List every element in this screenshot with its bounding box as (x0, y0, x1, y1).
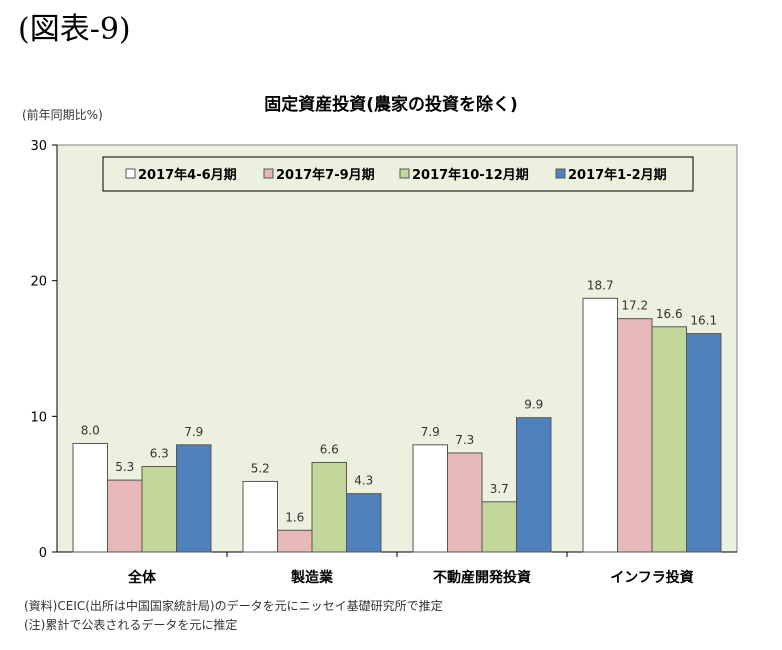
data-label: 5.3 (115, 460, 134, 474)
bar (412, 444, 448, 553)
bar (447, 452, 483, 553)
data-label: 6.3 (150, 447, 169, 461)
legend-swatch (399, 168, 410, 179)
data-label: 7.3 (455, 433, 474, 447)
chart-title: 固定資産投資(農家の投資を除く) (264, 95, 518, 115)
legend-swatch (263, 168, 274, 179)
data-label: 6.6 (320, 442, 339, 456)
legend-swatch (125, 168, 136, 179)
bar (582, 297, 618, 553)
bar (516, 417, 552, 553)
y-tick-label: 30 (30, 139, 47, 154)
bar (617, 318, 653, 553)
legend-box (102, 156, 694, 192)
bar (242, 480, 278, 553)
y-tick-label: 10 (30, 410, 47, 425)
data-label: 16.1 (690, 314, 717, 328)
data-label: 7.9 (421, 425, 440, 439)
data-label: 18.7 (587, 278, 614, 292)
category-label: インフラ投資 (610, 569, 694, 586)
bar (346, 493, 382, 553)
legend-label: 2017年4-6月期 (138, 167, 237, 183)
bar (176, 444, 212, 553)
chart-notes: (資料)CEIC(出所は中国国家統計局)のデータを元にニッセイ基礎研究所で推定 … (24, 597, 443, 635)
category-label: 製造業 (290, 569, 334, 586)
bar (72, 442, 108, 553)
bar (277, 529, 313, 553)
y-tick-label: 20 (30, 275, 47, 290)
data-label: 5.2 (251, 461, 270, 475)
bar (141, 466, 177, 553)
data-label: 8.0 (81, 423, 100, 437)
legend-label: 2017年10-12月期 (412, 167, 529, 183)
bar (311, 461, 347, 553)
y-axis-unit-label: (前年同期比%) (22, 108, 103, 122)
data-label: 17.2 (621, 299, 648, 313)
data-label: 9.9 (524, 398, 543, 412)
source-note: (資料)CEIC(出所は中国国家統計局)のデータを元にニッセイ基礎研究所で推定 (24, 599, 443, 613)
data-label: 16.6 (656, 307, 683, 321)
data-label: 1.6 (285, 510, 304, 524)
bar (481, 501, 517, 553)
footnote: (注)累計で公表されるデータを元に推定 (24, 618, 238, 632)
data-label: 7.9 (184, 425, 203, 439)
category-label: 不動産開発投資 (433, 569, 531, 586)
figure-heading: (図表-9) (18, 12, 131, 47)
bar (651, 326, 687, 553)
data-label: 4.3 (354, 474, 373, 488)
bar (107, 479, 143, 553)
data-label: 3.7 (490, 482, 509, 496)
legend-swatch (555, 168, 566, 179)
category-label: 全体 (127, 569, 157, 586)
bar (686, 333, 722, 553)
legend-label: 2017年7-9月期 (276, 167, 375, 183)
y-tick-label: 0 (39, 546, 47, 561)
legend-label: 2017年1-2月期 (568, 167, 667, 183)
